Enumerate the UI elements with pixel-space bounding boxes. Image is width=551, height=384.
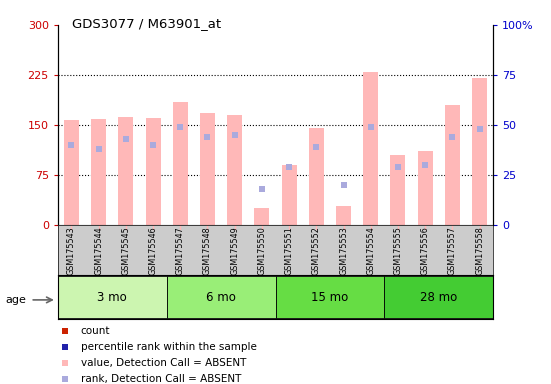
Bar: [200, 113, 215, 225]
Bar: [173, 101, 188, 225]
Bar: [472, 78, 487, 225]
Text: GSM175556: GSM175556: [420, 226, 430, 275]
Text: GDS3077 / M63901_at: GDS3077 / M63901_at: [72, 17, 221, 30]
Bar: [384, 276, 493, 318]
Text: GSM175544: GSM175544: [94, 226, 103, 275]
Text: 28 mo: 28 mo: [420, 291, 457, 303]
Bar: [58, 276, 166, 318]
Text: 6 mo: 6 mo: [206, 291, 236, 303]
Text: GSM175558: GSM175558: [475, 226, 484, 275]
Bar: [418, 151, 433, 225]
Text: rank, Detection Call = ABSENT: rank, Detection Call = ABSENT: [80, 374, 241, 384]
Bar: [145, 118, 160, 225]
Text: GSM175546: GSM175546: [149, 226, 158, 275]
Bar: [91, 119, 106, 225]
Bar: [166, 276, 276, 318]
Text: GSM175555: GSM175555: [393, 226, 402, 275]
Text: age: age: [6, 295, 26, 305]
Text: 3 mo: 3 mo: [98, 291, 127, 303]
Text: GSM175557: GSM175557: [448, 226, 457, 275]
Text: GSM175552: GSM175552: [312, 226, 321, 275]
Text: GSM175543: GSM175543: [67, 226, 76, 275]
Text: percentile rank within the sample: percentile rank within the sample: [80, 342, 256, 352]
Bar: [118, 117, 133, 225]
Text: GSM175545: GSM175545: [121, 226, 131, 275]
Text: GSM175550: GSM175550: [257, 226, 266, 275]
Bar: [336, 206, 351, 225]
Text: GSM175553: GSM175553: [339, 226, 348, 275]
Bar: [309, 128, 324, 225]
Text: GSM175554: GSM175554: [366, 226, 375, 275]
Text: GSM175548: GSM175548: [203, 226, 212, 275]
Text: GSM175549: GSM175549: [230, 226, 239, 275]
Text: value, Detection Call = ABSENT: value, Detection Call = ABSENT: [80, 358, 246, 368]
Text: count: count: [80, 326, 110, 336]
Bar: [255, 208, 269, 225]
Bar: [445, 105, 460, 225]
Bar: [391, 155, 406, 225]
Bar: [276, 276, 385, 318]
Bar: [363, 71, 378, 225]
Bar: [282, 165, 296, 225]
Bar: [64, 120, 79, 225]
Text: GSM175551: GSM175551: [285, 226, 294, 275]
Text: 15 mo: 15 mo: [311, 291, 349, 303]
Text: GSM175547: GSM175547: [176, 226, 185, 275]
Bar: [227, 116, 242, 225]
